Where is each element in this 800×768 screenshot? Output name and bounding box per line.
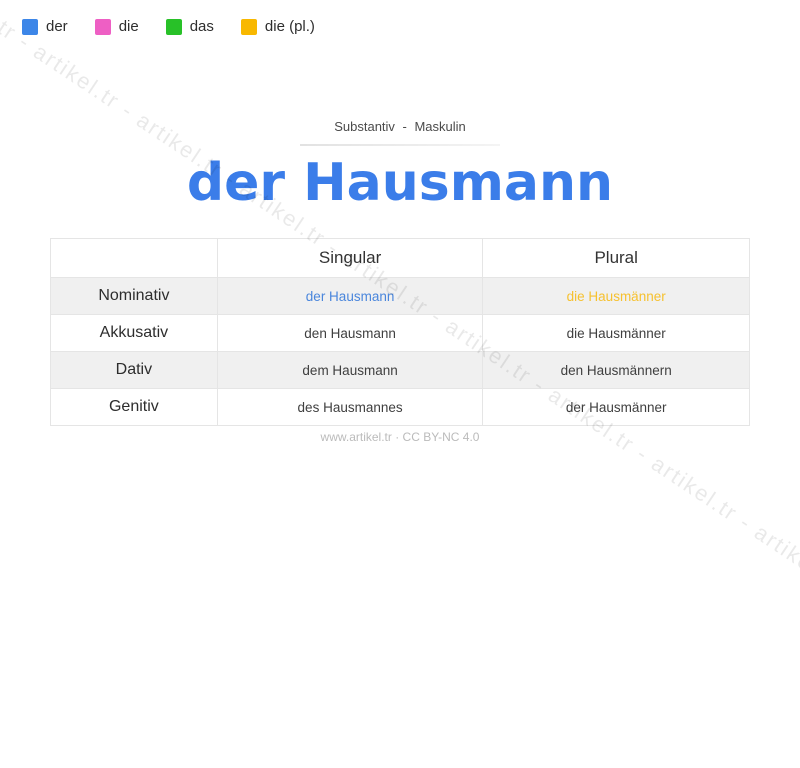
singular-value: der Hausmann — [216, 277, 484, 315]
case-label: Genitiv — [50, 388, 218, 426]
table-row-dativ: Dativ dem Hausmann den Hausmännern — [50, 351, 750, 389]
plural-value: den Hausmännern — [482, 351, 750, 389]
page-title: der Hausmann — [186, 153, 614, 213]
die-plural-color-swatch — [240, 18, 257, 35]
declension-table: Singular Plural Nominativ der Hausmann d… — [50, 238, 750, 426]
plural-value: der Hausmänner — [482, 388, 750, 426]
singular-column-header: Singular — [216, 238, 484, 278]
legend-item-die-plural: die (pl.) — [240, 18, 315, 35]
legend-item-der: der — [22, 18, 68, 35]
case-column-header — [50, 238, 218, 278]
legend-item-die: die — [94, 18, 139, 35]
legend-label-die: die — [118, 18, 139, 35]
case-label: Akkusativ — [50, 314, 218, 352]
singular-value: dem Hausmann — [216, 351, 484, 389]
legend-label-das: das — [189, 18, 214, 35]
plural-value: die Hausmänner — [482, 314, 750, 352]
table-row-genitiv: Genitiv des Hausmannes der Hausmänner — [50, 388, 750, 426]
case-label: Dativ — [50, 351, 218, 389]
table-row-akkusativ: Akkusativ den Hausmann die Hausmänner — [50, 314, 750, 352]
case-label: Nominativ — [50, 277, 218, 315]
die-color-swatch — [94, 18, 111, 35]
plural-column-header: Plural — [482, 238, 750, 278]
legend-label-die-plural: die (pl.) — [264, 18, 315, 35]
subtitle-divider — [300, 144, 500, 146]
legend-item-das: das — [165, 18, 214, 35]
legend-label-der: der — [46, 18, 68, 35]
plural-value: die Hausmänner — [482, 277, 750, 315]
word-type-label: Substantiv - Maskulin — [334, 119, 466, 134]
singular-value: des Hausmannes — [216, 388, 484, 426]
table-header-row: Singular Plural — [50, 238, 750, 278]
attribution-text: www.artikel.tr · CC BY-NC 4.0 — [320, 430, 480, 444]
der-color-swatch — [22, 18, 38, 35]
article-color-legend: der die das die (pl.) — [22, 18, 315, 35]
singular-value: den Hausmann — [216, 314, 484, 352]
table-row-nominativ: Nominativ der Hausmann die Hausmänner — [50, 277, 750, 315]
das-color-swatch — [165, 18, 182, 35]
